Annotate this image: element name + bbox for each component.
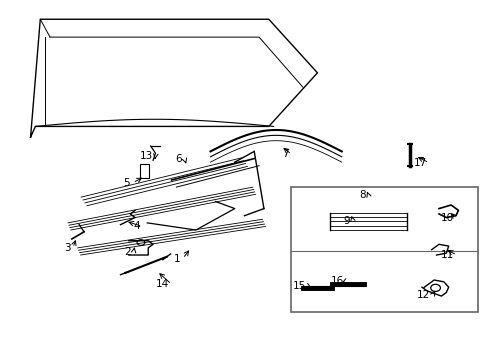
Text: 17: 17 [413,158,426,168]
Text: 7: 7 [282,149,288,159]
Text: 11: 11 [440,250,454,260]
Text: 1: 1 [173,253,180,264]
Text: 15: 15 [292,282,305,292]
Text: 10: 10 [440,213,453,223]
Text: 9: 9 [343,216,350,226]
Text: 4: 4 [133,221,140,231]
Text: 16: 16 [330,276,344,286]
Text: 5: 5 [123,178,130,188]
Bar [290,187,477,312]
Text: 8: 8 [359,190,366,201]
Bar [140,164,148,178]
Text: 12: 12 [416,290,429,300]
Text: 3: 3 [63,243,70,253]
Text: 6: 6 [175,154,182,164]
Text: 2: 2 [124,247,131,257]
Text: 14: 14 [156,279,169,289]
Text: 13: 13 [140,151,153,161]
